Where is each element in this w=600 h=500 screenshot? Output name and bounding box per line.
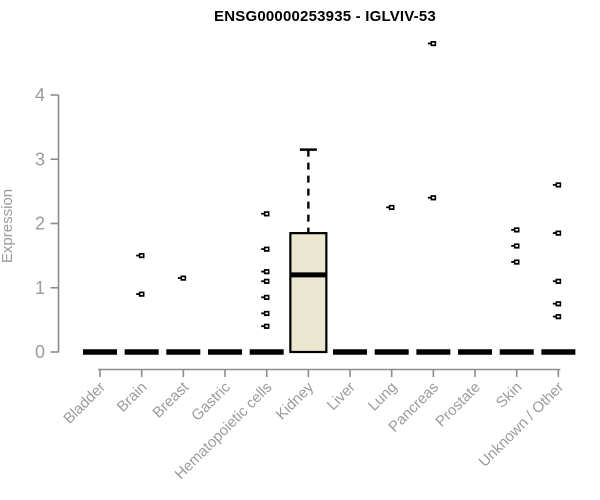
outlier-point: [136, 293, 140, 295]
outlier-point: [261, 270, 265, 273]
outlier-point: [261, 280, 265, 283]
outlier-point-slit: [265, 325, 268, 328]
outlier-point-slit: [557, 232, 560, 234]
median-bar: [249, 349, 284, 355]
median-bar: [166, 349, 201, 355]
y-tick-label: 2: [35, 214, 45, 234]
outlier-point: [261, 248, 265, 250]
outlier-point-slit: [515, 261, 518, 263]
outlier-point-slit: [557, 302, 560, 305]
median-bar: [208, 349, 243, 355]
outlier-point-slit: [390, 206, 393, 209]
outlier-point-slit: [515, 229, 518, 231]
outlier-point: [511, 228, 515, 231]
outlier-point-slit: [432, 196, 435, 199]
outlier-point: [511, 244, 515, 247]
median-bar: [499, 349, 534, 355]
x-tick-label: Brain: [114, 379, 151, 416]
outlier-point: [511, 261, 515, 263]
outlier-point: [552, 315, 556, 318]
outlier-point-slit: [557, 280, 560, 283]
x-tick-label: Kidney: [273, 378, 318, 423]
outlier-point: [261, 312, 265, 315]
outlier-point: [427, 196, 431, 199]
outlier-point-slit: [265, 312, 268, 315]
y-tick-label: 3: [35, 149, 45, 169]
outlier-point: [177, 277, 181, 279]
y-tick-label: 4: [35, 85, 45, 105]
outlier-point-slit: [557, 315, 560, 318]
outlier-point-slit: [182, 277, 185, 279]
outlier-point-slit: [265, 212, 268, 215]
median-bar: [374, 349, 409, 355]
outlier-point: [261, 325, 265, 328]
outlier-point-slit: [265, 296, 268, 299]
x-tick-label: Bladder: [60, 379, 109, 428]
outlier-point: [261, 296, 265, 299]
x-tick-label: Prostate: [432, 379, 484, 431]
median-bar: [541, 349, 576, 355]
iqr-box: [289, 232, 328, 354]
outlier-point: [386, 206, 390, 209]
y-tick-label: 0: [35, 342, 45, 362]
outlier-point: [552, 302, 556, 305]
x-tick-label: Breast: [149, 378, 192, 421]
outlier-point-slit: [432, 42, 435, 45]
y-tick-label: 1: [35, 278, 45, 298]
outlier-point: [552, 183, 556, 186]
median-bar: [124, 349, 159, 355]
median-bar: [83, 349, 117, 355]
outlier-point: [552, 280, 556, 283]
outlier-point: [261, 212, 265, 215]
x-tick-label: Lung: [365, 379, 401, 415]
outlier-point: [136, 254, 140, 257]
outlier-point-slit: [265, 248, 268, 250]
outlier-point-slit: [140, 254, 143, 257]
median-bar: [458, 349, 493, 355]
median-bar: [416, 349, 451, 355]
outlier-point-slit: [265, 270, 268, 273]
x-tick-label: Skin: [493, 379, 526, 412]
outlier-point: [427, 42, 431, 45]
median-bar: [333, 349, 368, 355]
outlier-point-slit: [557, 184, 560, 186]
chart-title: ENSG00000253935 - IGLVIV-53: [214, 8, 436, 25]
outlier-point-slit: [515, 245, 518, 247]
outlier-point-slit: [140, 293, 143, 295]
outlier-point-slit: [265, 280, 268, 283]
x-tick-label: Liver: [324, 379, 359, 414]
outlier-point: [552, 232, 556, 234]
